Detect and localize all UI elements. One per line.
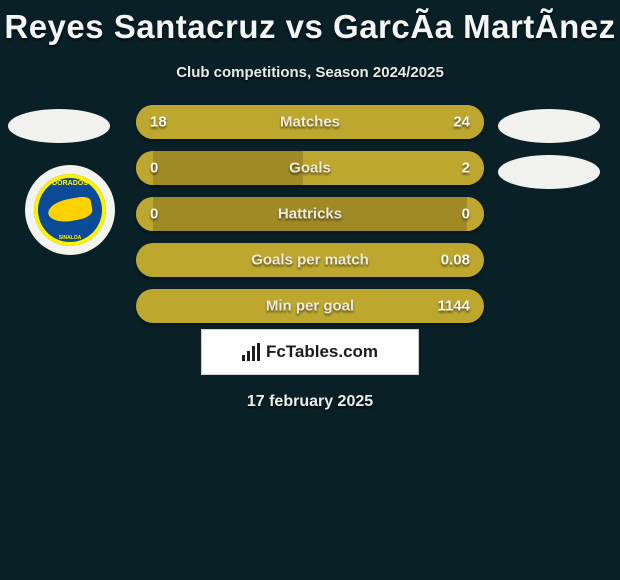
stat-value-left: 0 — [150, 160, 158, 177]
brand-box: FcTables.com — [201, 329, 419, 375]
club-logo-left: DORADOS SINALOA — [25, 165, 115, 255]
stat-value-left: 0 — [150, 206, 158, 223]
stat-label: Goals per match — [251, 252, 369, 269]
stat-value-right: 2 — [462, 160, 470, 177]
stat-value-right: 0 — [462, 206, 470, 223]
stat-label: Hattricks — [278, 206, 342, 223]
date-text: 17 february 2025 — [247, 393, 373, 411]
stat-row: 18 Matches 24 — [136, 105, 484, 139]
stat-row: 0 Hattricks 0 — [136, 197, 484, 231]
stat-row: 0 Goals 2 — [136, 151, 484, 185]
stat-value-right: 24 — [453, 114, 470, 131]
club-logo-sub: SINALOA — [59, 236, 82, 241]
stat-row: Min per goal 1144 — [136, 289, 484, 323]
club-logo-name: DORADOS — [52, 180, 88, 187]
fish-icon — [46, 195, 93, 224]
stat-label: Goals — [289, 160, 331, 177]
stat-value-right: 1144 — [437, 298, 470, 315]
player-left-badge — [8, 109, 110, 143]
stat-bars: 18 Matches 24 0 Goals 2 0 Hattricks 0 Goals per m… — [136, 105, 484, 335]
stat-value-right: 0.08 — [441, 252, 470, 269]
brand-text: FcTables.com — [266, 342, 378, 362]
player-right-badge-2 — [498, 155, 600, 189]
player-right-badge — [498, 109, 600, 143]
chart-icon — [242, 343, 260, 361]
stat-value-left: 18 — [150, 114, 167, 131]
page-title: Reyes Santacruz vs GarcÃa MartÃnez — [0, 0, 620, 46]
stat-label: Matches — [280, 114, 340, 131]
stat-row: Goals per match 0.08 — [136, 243, 484, 277]
stat-label: Min per goal — [266, 298, 354, 315]
subtitle: Club competitions, Season 2024/2025 — [0, 64, 620, 81]
